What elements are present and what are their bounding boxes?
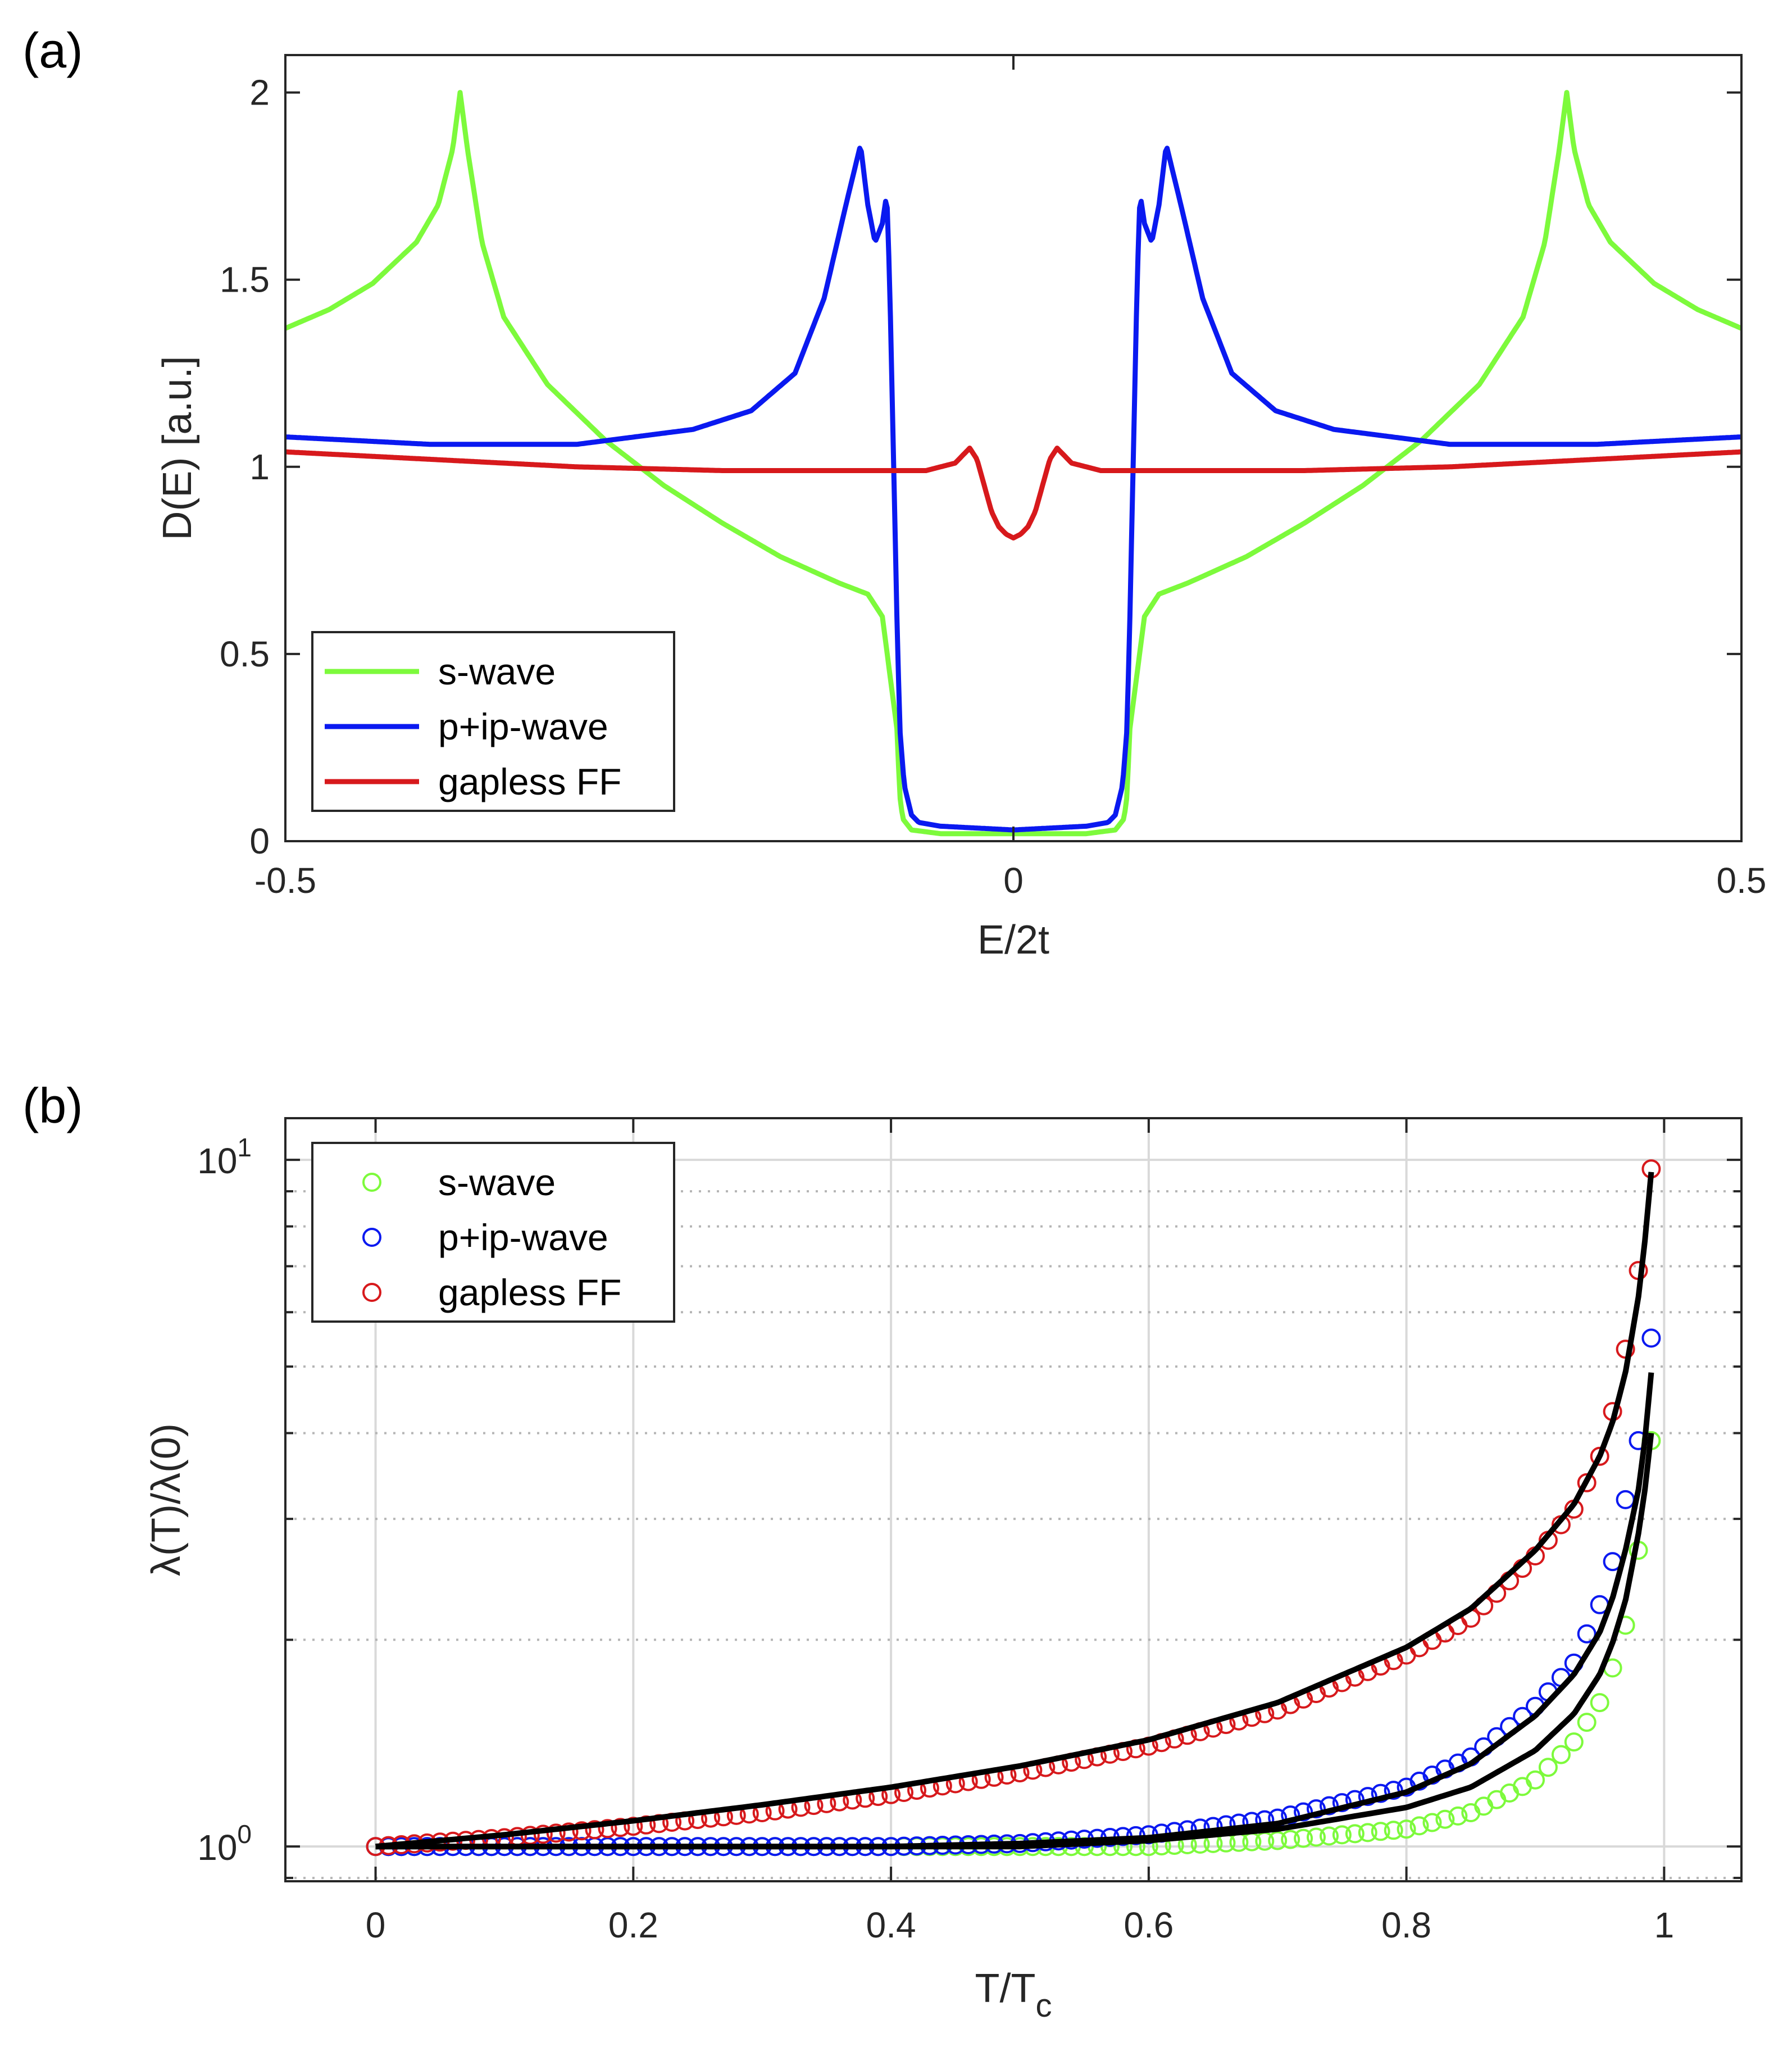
panel-a: (a)-0.5 0 0.500.511.52E/2tD(E) [a.u.]s-wav… xyxy=(22,22,1766,963)
data-point-s-wave xyxy=(1307,1827,1326,1847)
data-point-p-ip-wave xyxy=(1307,1799,1326,1819)
data-point-s-wave xyxy=(1384,1821,1403,1840)
data-point-p-ip-wave xyxy=(1345,1790,1365,1809)
data-point-gapless-ff xyxy=(1577,1473,1597,1492)
x-tick-label: 0 xyxy=(1003,860,1024,901)
legend-a-label: gapless FF xyxy=(438,761,621,802)
panel-a-label: (a) xyxy=(22,22,83,78)
data-point-gapless-ff xyxy=(611,1818,630,1837)
data-point-s-wave xyxy=(1564,1732,1584,1752)
data-point-s-wave xyxy=(1371,1822,1390,1841)
x-tick-label: 0.8 xyxy=(1381,1905,1431,1945)
data-point-s-wave xyxy=(1281,1830,1300,1849)
x-tick-label: 0 xyxy=(366,1905,386,1945)
x-tick-label: 1 xyxy=(1654,1905,1675,1945)
legend-b-marker xyxy=(362,1173,381,1192)
legend-a-label: p+ip-wave xyxy=(438,706,608,747)
fit-line-s-wave-fit xyxy=(375,1432,1654,1850)
data-point-p-ip-wave xyxy=(1320,1796,1339,1816)
series-line-gapless-ff xyxy=(285,446,1741,541)
data-point-gapless-ff xyxy=(559,1822,579,1842)
y-tick-label: 100 xyxy=(197,1819,252,1868)
x-tick-label: 0.4 xyxy=(866,1905,916,1945)
legend-a: s-wave p+ip-wave gapless FF xyxy=(311,631,675,812)
y-tick-label: 1.5 xyxy=(220,260,270,300)
data-point-s-wave xyxy=(1577,1713,1597,1732)
legend-a-label: s-wave xyxy=(438,651,556,692)
fit-line-gapless-ff-fit xyxy=(375,1172,1654,1850)
legend-b-label: s-wave xyxy=(438,1161,556,1203)
data-point-p-ip-wave xyxy=(1371,1783,1390,1803)
markers-p-ip-wave xyxy=(366,1328,1661,1857)
data-point-p-ip-wave xyxy=(1641,1328,1661,1348)
panel-b-axes-box xyxy=(284,1117,1743,1882)
data-point-s-wave xyxy=(1448,1806,1468,1826)
y-tick-label: 101 xyxy=(197,1133,252,1181)
data-point-s-wave xyxy=(1332,1825,1352,1845)
data-point-p-ip-wave xyxy=(1294,1802,1313,1822)
data-point-p-ip-wave xyxy=(1384,1781,1403,1800)
data-point-s-wave xyxy=(1590,1693,1609,1713)
data-point-p-ip-wave xyxy=(1358,1787,1377,1807)
x-tick-label: 0.6 xyxy=(1124,1905,1174,1945)
data-point-gapless-ff xyxy=(546,1823,566,1843)
data-point-s-wave xyxy=(1538,1758,1558,1777)
data-point-gapless-ff xyxy=(624,1817,643,1836)
data-point-s-wave xyxy=(1513,1777,1532,1796)
panel-b-plot xyxy=(366,1159,1661,1857)
data-point-p-ip-wave xyxy=(1281,1805,1300,1825)
legend-b-box xyxy=(311,1142,675,1323)
x-tick-label: 0.5 xyxy=(1717,860,1767,901)
data-point-gapless-ff xyxy=(572,1821,592,1841)
y-axis-label: D(E) [a.u.] xyxy=(155,356,200,540)
data-point-p-ip-wave xyxy=(1332,1793,1352,1813)
data-point-s-wave xyxy=(1397,1819,1416,1839)
panel-b-label: (b) xyxy=(22,1078,83,1133)
x-tick-label: 0.2 xyxy=(608,1905,658,1945)
data-point-s-wave xyxy=(1551,1745,1571,1764)
data-point-s-wave xyxy=(1320,1826,1339,1846)
data-point-s-wave xyxy=(1294,1828,1313,1848)
data-point-s-wave xyxy=(1526,1770,1545,1790)
data-point-gapless-ff xyxy=(585,1820,604,1840)
fit-line-p-ip-wave-fit xyxy=(375,1372,1654,1850)
legend-b-marker xyxy=(362,1283,381,1302)
data-point-s-wave xyxy=(1345,1824,1365,1844)
y-tick-label: 2 xyxy=(249,72,270,113)
data-point-p-ip-wave xyxy=(1577,1624,1597,1644)
panel-b: (b) 0 0.2 0.4 0.6 0.8 1 100 101 T/Tc λ(T)/λ(0) s-wa… xyxy=(22,1078,1743,2024)
data-point-s-wave xyxy=(1487,1790,1507,1809)
data-point-s-wave xyxy=(1500,1783,1520,1803)
legend-b-label: p+ip-wave xyxy=(438,1217,608,1258)
x-axis-label: T/Tc xyxy=(975,1966,1052,2024)
data-point-p-ip-wave xyxy=(1616,1490,1635,1509)
legend-b-label: gapless FF xyxy=(438,1272,621,1313)
y-tick-label: 0.5 xyxy=(220,634,270,674)
y-axis-label: λ(T)/λ(0) xyxy=(144,1423,189,1576)
y-tick-label: 1 xyxy=(249,447,270,487)
data-point-s-wave xyxy=(1435,1809,1455,1829)
data-point-s-wave xyxy=(1268,1831,1288,1850)
data-point-s-wave xyxy=(1409,1816,1429,1836)
legend-b: s-wave p+ip-wave gapless FF xyxy=(311,1142,675,1323)
data-point-s-wave xyxy=(1422,1813,1442,1832)
legend-b-marker xyxy=(362,1228,381,1247)
y-tick-label: 0 xyxy=(249,821,270,861)
x-axis-label: E/2t xyxy=(977,918,1049,963)
x-tick-label: -0.5 xyxy=(254,860,316,901)
data-point-s-wave xyxy=(1358,1823,1377,1842)
data-point-gapless-ff xyxy=(1590,1446,1609,1466)
data-point-gapless-ff xyxy=(598,1819,617,1839)
